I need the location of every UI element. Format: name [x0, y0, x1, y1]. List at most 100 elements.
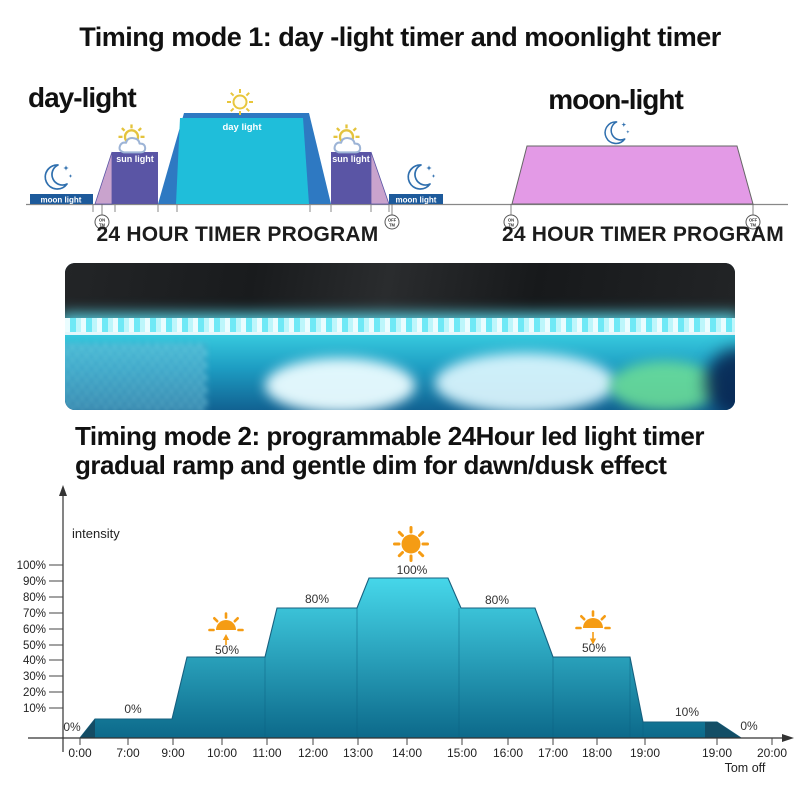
- moon-stars-icon: [604, 121, 631, 145]
- moonlight-trapezoid: [511, 145, 754, 205]
- moonlight-left-label: moon light: [41, 196, 82, 205]
- x-axis-tick-labels: 0:00 7:00 9:00 10:00 11:00 12:00 13:00 1…: [68, 746, 787, 760]
- sun-icon: [393, 526, 429, 562]
- mode2-title: Timing mode 2: programmable 24Hour led l…: [75, 422, 755, 480]
- daylight-diagram: moon light sun light day light sun light…: [26, 88, 465, 230]
- svg-text:ON: ON: [99, 218, 105, 223]
- mode1-diagrams: moon light sun light day light sun light…: [26, 88, 788, 230]
- svg-text:18:00: 18:00: [582, 746, 612, 760]
- sunlight-right-label: sun light: [332, 154, 370, 164]
- y-axis-title: intensity: [72, 526, 120, 541]
- moonlight-right-segment: [389, 194, 443, 204]
- turn-off-note: Tom off: [725, 761, 766, 775]
- y-axis: [59, 485, 67, 752]
- svg-text:10%: 10%: [23, 703, 46, 715]
- y-axis-arrow: [59, 485, 67, 496]
- sunrise-icon: [210, 614, 243, 646]
- moonlight-left-segment: [30, 194, 93, 204]
- intensity-point-labels: 0% 0% 50% 80% 100% 80% 50% 10% 0%: [63, 563, 758, 734]
- svg-text:80%: 80%: [485, 593, 509, 607]
- moonlight-right-label: moon light: [396, 196, 437, 205]
- svg-text:20%: 20%: [23, 687, 46, 699]
- svg-text:16:00: 16:00: [493, 746, 523, 760]
- svg-text:ON: ON: [508, 218, 514, 223]
- svg-text:50%: 50%: [582, 641, 606, 655]
- aquarium-photo: [65, 263, 735, 410]
- svg-text:80%: 80%: [305, 592, 329, 606]
- svg-text:100%: 100%: [17, 560, 46, 572]
- svg-text:100%: 100%: [397, 563, 428, 577]
- sun-cloud-icon: [117, 123, 147, 154]
- end-ramp-shade: [705, 722, 741, 738]
- x-axis: [28, 734, 794, 742]
- mode2-title-line1: Timing mode 2: programmable 24Hour led l…: [75, 421, 704, 451]
- daylight-label: day light: [222, 122, 262, 133]
- mode1-title: Timing mode 1: day -light timer and moon…: [79, 22, 721, 52]
- moon-stars-icon: [407, 164, 437, 190]
- svg-text:0%: 0%: [124, 702, 142, 716]
- moonlight-diagram: ON TM OFF TM: [465, 121, 788, 230]
- timer-program-label-left: 24 HOUR TIMER PROGRAM: [96, 223, 379, 246]
- timer-on-marker: ON TM: [503, 204, 519, 230]
- dusk-ramp-right: [370, 151, 390, 205]
- svg-text:17:00: 17:00: [538, 746, 568, 760]
- svg-text:19:00: 19:00: [702, 746, 732, 760]
- svg-text:14:00: 14:00: [392, 746, 422, 760]
- aquarium-hood: [65, 263, 735, 320]
- svg-text:OFF: OFF: [749, 218, 758, 223]
- daylight-segment-ticks: [92, 204, 390, 212]
- dawn-ramp-left: [94, 151, 113, 205]
- white-coral-center: [435, 353, 615, 410]
- x-axis-ticks: [79, 738, 773, 745]
- timer-program-label-right: 24 HOUR TIMER PROGRAM: [502, 223, 784, 246]
- svg-text:70%: 70%: [23, 608, 46, 620]
- svg-text:40%: 40%: [23, 655, 46, 667]
- y-axis-ticks: [49, 564, 63, 709]
- svg-text:9:00: 9:00: [161, 746, 185, 760]
- svg-text:20:00: 20:00: [757, 746, 787, 760]
- branch-coral: [65, 343, 207, 410]
- svg-text:11:00: 11:00: [252, 746, 281, 760]
- svg-text:60%: 60%: [23, 624, 46, 636]
- moonlight-heading: moon-light: [548, 84, 684, 115]
- start-ramp-shade: [80, 719, 95, 738]
- sunlight-right-segment: [331, 152, 371, 204]
- step-boundary-lines: [264, 608, 644, 738]
- svg-text:OFF: OFF: [388, 218, 397, 223]
- svg-text:12:00: 12:00: [298, 746, 328, 760]
- daylight-heading: day-light: [28, 82, 137, 113]
- svg-text:7:00: 7:00: [116, 746, 140, 760]
- daylight-segment: [176, 118, 309, 204]
- svg-text:0:00: 0:00: [68, 746, 92, 760]
- green-coral: [610, 361, 720, 410]
- svg-text:80%: 80%: [23, 592, 46, 604]
- sun-cloud-icon: [332, 123, 362, 154]
- intensity-step-area: [78, 577, 743, 739]
- moon-stars-icon: [44, 164, 74, 190]
- sun-icon: [226, 88, 254, 116]
- white-coral-left: [265, 358, 415, 410]
- y-axis-tick-labels: 100% 90% 80% 70% 60% 50% 40% 30% 20% 10%: [17, 560, 46, 715]
- svg-text:15:00: 15:00: [447, 746, 477, 760]
- svg-text:90%: 90%: [23, 576, 46, 588]
- svg-text:TM: TM: [508, 223, 515, 228]
- svg-text:10%: 10%: [675, 705, 699, 719]
- sunlight-left-label: sun light: [116, 154, 154, 164]
- timer-off-marker: OFF TM: [384, 204, 400, 230]
- svg-text:TM: TM: [389, 223, 396, 228]
- x-axis-arrow: [782, 734, 794, 742]
- water-surface-line: [65, 332, 735, 335]
- svg-text:19:00: 19:00: [630, 746, 660, 760]
- mode2-title-line2: gradual ramp and gentle dim for dawn/dus…: [75, 450, 667, 480]
- sunset-icon: [577, 612, 610, 645]
- timer-off-marker: OFF TM: [745, 204, 761, 230]
- svg-text:TM: TM: [99, 223, 106, 228]
- svg-text:TM: TM: [750, 223, 757, 228]
- svg-text:0%: 0%: [63, 720, 81, 734]
- svg-text:10:00: 10:00: [207, 746, 237, 760]
- svg-text:30%: 30%: [23, 671, 46, 683]
- led-light-bar: [65, 318, 735, 332]
- svg-text:13:00: 13:00: [343, 746, 373, 760]
- intensity-chart: intensity 100% 90% 80% 70% 60% 50% 40% 3…: [17, 485, 794, 775]
